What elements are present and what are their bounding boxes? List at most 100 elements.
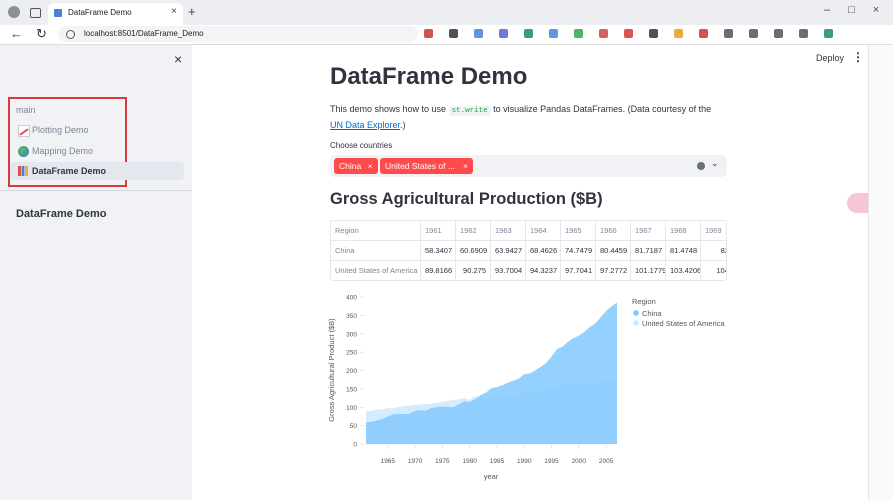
table-cell: 97.2772 bbox=[596, 261, 631, 280]
selected-tag[interactable]: United States of ... × bbox=[380, 158, 473, 174]
page-title: DataFrame Demo bbox=[330, 63, 528, 90]
intro-text: This demo shows how to use st.write to v… bbox=[330, 102, 725, 132]
legend-swatch bbox=[633, 310, 639, 316]
y-tick-label: 150 bbox=[346, 386, 357, 393]
extension-icon[interactable] bbox=[674, 29, 683, 38]
edge-sidebar bbox=[868, 45, 893, 500]
translate-button[interactable] bbox=[847, 193, 868, 213]
extension-icon[interactable] bbox=[824, 29, 833, 38]
x-tick-label: 1970 bbox=[408, 458, 423, 465]
address-bar[interactable] bbox=[58, 26, 418, 42]
extension-icon[interactable] bbox=[649, 29, 658, 38]
column-header: 1967 bbox=[631, 221, 666, 241]
extension-icon[interactable] bbox=[774, 29, 783, 38]
sidebar-close[interactable]: × bbox=[174, 51, 183, 67]
nav-active-bg bbox=[10, 162, 184, 180]
nav-icon bbox=[18, 146, 29, 157]
url[interactable]: localhost:8501/DataFrame_Demo bbox=[84, 29, 204, 38]
sidebar-divider bbox=[0, 190, 192, 191]
nav-icon bbox=[18, 166, 28, 176]
table-cell: 103.4206 bbox=[666, 261, 701, 280]
x-axis-label: year bbox=[484, 472, 499, 481]
table-cell: 74.7479 bbox=[561, 241, 596, 261]
text: .) bbox=[400, 120, 406, 130]
extension-icon[interactable] bbox=[424, 29, 433, 38]
extension-icon[interactable] bbox=[624, 29, 633, 38]
x-tick-label: 1980 bbox=[462, 458, 477, 465]
extension-icon[interactable] bbox=[599, 29, 608, 38]
extension-icon[interactable] bbox=[524, 29, 533, 38]
tab-title: DataFrame Demo bbox=[68, 8, 132, 17]
extension-icon[interactable] bbox=[449, 29, 458, 38]
table-cell: 94.3237 bbox=[526, 261, 561, 280]
tab-close[interactable]: × bbox=[171, 6, 177, 17]
tag-text: United States of ... bbox=[385, 161, 455, 171]
site-info[interactable] bbox=[66, 30, 75, 39]
dropdown-toggle[interactable]: ⌄ bbox=[711, 158, 719, 168]
x-tick-label: 1995 bbox=[544, 458, 559, 465]
column-header: 1966 bbox=[596, 221, 631, 241]
window-controls[interactable]: –□× bbox=[824, 4, 893, 16]
extension-icon[interactable] bbox=[574, 29, 583, 38]
highlight-box bbox=[8, 97, 127, 187]
x-tick-label: 1990 bbox=[517, 458, 532, 465]
reload-button[interactable]: ↻ bbox=[36, 26, 47, 41]
new-tab[interactable]: + bbox=[188, 4, 196, 19]
extension-icon[interactable] bbox=[699, 29, 708, 38]
table-cell: 80.4459 bbox=[596, 241, 631, 261]
table-cell: 97.7041 bbox=[561, 261, 596, 280]
table-cell: 60.6909 bbox=[456, 241, 491, 261]
table-cell: 81.4748 bbox=[666, 241, 701, 261]
table-cell: 90.275 bbox=[456, 261, 491, 280]
column-header: Region bbox=[331, 221, 421, 241]
table-cell: China bbox=[331, 241, 421, 261]
table-cell: 104. bbox=[701, 261, 726, 280]
x-tick-label: 2005 bbox=[599, 458, 614, 465]
table-cell: 63.9427 bbox=[491, 241, 526, 261]
back-button[interactable]: ← bbox=[10, 26, 23, 41]
legend-label: United States of America bbox=[642, 319, 725, 328]
column-header: 1969 bbox=[701, 221, 726, 241]
dataframe[interactable]: Region 1961 1962 1963 1964 1965 1966 1967 1968 19… bbox=[330, 220, 727, 281]
tab-actions[interactable] bbox=[30, 8, 41, 18]
main-menu[interactable]: ⋮ bbox=[852, 50, 864, 64]
table-cell: 58.3407 bbox=[421, 241, 456, 261]
selected-tag[interactable]: China × bbox=[334, 158, 378, 174]
section-heading: Gross Agricultural Production ($B) bbox=[330, 190, 603, 208]
table-cell: United States of America bbox=[331, 261, 421, 280]
multiselect-label: Choose countries bbox=[330, 141, 393, 150]
column-header: 1964 bbox=[526, 221, 561, 241]
text: to visualize Pandas DataFrames. (Data co… bbox=[490, 104, 712, 114]
clear-button[interactable] bbox=[697, 162, 705, 170]
nav-link[interactable]: Plotting Demo bbox=[32, 125, 89, 135]
y-tick-label: 250 bbox=[346, 350, 357, 357]
active-tab[interactable] bbox=[48, 3, 183, 25]
profile-icon[interactable] bbox=[8, 6, 20, 18]
column-header: 1963 bbox=[491, 221, 526, 241]
tab-favicon bbox=[54, 9, 62, 17]
sidebar bbox=[0, 45, 192, 500]
deploy-button[interactable]: Deploy bbox=[816, 53, 845, 63]
extension-icon[interactable] bbox=[499, 29, 508, 38]
sidebar-page-title: DataFrame Demo bbox=[16, 208, 107, 220]
inline-code: st.write bbox=[448, 106, 491, 116]
nav-icon bbox=[18, 125, 30, 137]
extension-icon[interactable] bbox=[724, 29, 733, 38]
column-header: 1965 bbox=[561, 221, 596, 241]
link[interactable]: UN Data Explorer bbox=[330, 120, 401, 130]
nav-link[interactable]: DataFrame Demo bbox=[32, 166, 107, 176]
column-header: 1961 bbox=[421, 221, 456, 241]
text: This demo shows how to use bbox=[330, 104, 449, 114]
nav-link[interactable]: Mapping Demo bbox=[32, 146, 94, 156]
y-axis-label: Gross Agricultural Product ($B) bbox=[327, 318, 336, 422]
column-header: 1962 bbox=[456, 221, 491, 241]
extension-icon[interactable] bbox=[549, 29, 558, 38]
extension-icon[interactable] bbox=[474, 29, 483, 38]
x-tick-label: 2000 bbox=[572, 458, 587, 465]
extension-icon[interactable] bbox=[799, 29, 808, 38]
legend-title: Region bbox=[632, 297, 656, 306]
extension-icon[interactable] bbox=[749, 29, 758, 38]
y-tick-label: 0 bbox=[353, 442, 357, 449]
